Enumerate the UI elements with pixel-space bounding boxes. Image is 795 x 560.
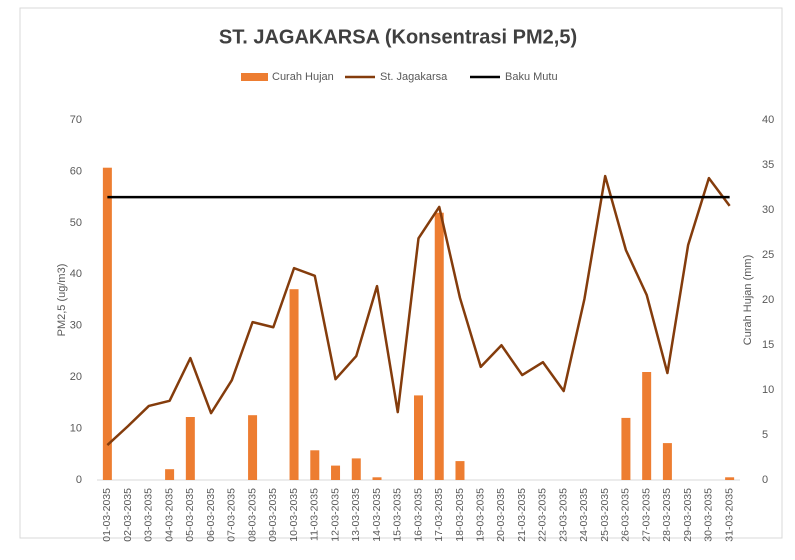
bar [165, 469, 175, 480]
x-tick-label: 02-03-2035 [122, 488, 134, 542]
bar [310, 450, 320, 480]
legend-label: St. Jagakarsa [380, 71, 448, 83]
y-tick-label: 70 [70, 114, 82, 126]
bar [621, 417, 631, 480]
chart-frame [19, 7, 783, 539]
y-axis-label: PM2,5 (ug/m3) [56, 264, 68, 337]
x-tick-label: 28-03-2035 [661, 488, 673, 542]
x-tick-label: 22-03-2035 [537, 488, 549, 542]
x-tick-label: 31-03-2035 [723, 488, 735, 542]
x-tick-label: 07-03-2035 [226, 488, 238, 542]
y2-tick-label: 25 [762, 249, 774, 261]
x-tick-label: 17-03-2035 [433, 488, 445, 542]
y-tick-label: 50 [70, 217, 82, 229]
x-tick-label: 04-03-2035 [163, 488, 175, 542]
y2-tick-label: 30 [762, 204, 774, 216]
x-tick-label: 06-03-2035 [205, 488, 217, 542]
x-tick-label: 09-03-2035 [267, 488, 279, 542]
x-tick-label: 01-03-2035 [101, 488, 113, 542]
bar [331, 465, 341, 480]
y2-axis-label: Curah Hujan (mm) [742, 255, 754, 345]
bar [455, 461, 465, 480]
x-tick-label: 15-03-2035 [392, 488, 404, 542]
x-tick-label: 08-03-2035 [246, 488, 258, 542]
x-tick-label: 26-03-2035 [620, 488, 632, 542]
x-tick-label: 24-03-2035 [578, 488, 590, 542]
y-tick-label: 10 [70, 422, 82, 434]
y2-tick-label: 20 [762, 294, 774, 306]
bar [248, 415, 258, 480]
x-tick-label: 13-03-2035 [350, 488, 362, 542]
y2-tick-label: 10 [762, 384, 774, 396]
legend-swatch [241, 73, 268, 81]
x-tick-label: 19-03-2035 [475, 488, 487, 542]
bar [434, 212, 444, 480]
x-tick-label: 05-03-2035 [184, 488, 196, 542]
legend-label: Curah Hujan [272, 71, 334, 83]
legend-label: Baku Mutu [505, 71, 558, 83]
x-tick-label: 16-03-2035 [412, 488, 424, 542]
y2-tick-label: 40 [762, 114, 774, 126]
x-tick-label: 21-03-2035 [516, 488, 528, 542]
bar [642, 372, 652, 480]
bar [414, 395, 423, 480]
x-tick-label: 11-03-2035 [309, 488, 321, 541]
bar [351, 458, 361, 480]
y2-tick-label: 5 [762, 429, 768, 441]
x-tick-label: 10-03-2035 [288, 488, 300, 542]
y2-tick-label: 0 [762, 474, 768, 486]
y-tick-label: 0 [76, 474, 82, 486]
chart-title: ST. JAGAKARSA (Konsentrasi PM2,5) [219, 26, 577, 48]
x-tick-label: 12-03-2035 [329, 488, 341, 542]
y2-tick-label: 15 [762, 339, 774, 351]
x-tick-label: 23-03-2035 [557, 488, 569, 542]
y-tick-label: 40 [70, 268, 82, 280]
x-tick-label: 27-03-2035 [640, 488, 652, 542]
y-tick-label: 30 [70, 320, 82, 332]
x-tick-label: 20-03-2035 [495, 488, 507, 542]
y-tick-label: 60 [70, 165, 82, 177]
bar [372, 477, 382, 480]
bar [102, 167, 112, 480]
bar [185, 417, 195, 480]
x-tick-label: 18-03-2035 [454, 488, 466, 542]
x-tick-label: 30-03-2035 [703, 488, 715, 542]
bar [725, 477, 735, 480]
x-tick-label: 29-03-2035 [682, 488, 694, 542]
x-tick-label: 14-03-2035 [371, 488, 383, 542]
y-tick-label: 20 [70, 371, 82, 383]
x-tick-label: 25-03-2035 [599, 488, 611, 542]
y2-tick-label: 35 [762, 159, 774, 171]
x-tick-label: 03-03-2035 [143, 488, 155, 542]
line-series [106, 174, 731, 446]
bar [289, 289, 299, 480]
bar [662, 443, 672, 480]
